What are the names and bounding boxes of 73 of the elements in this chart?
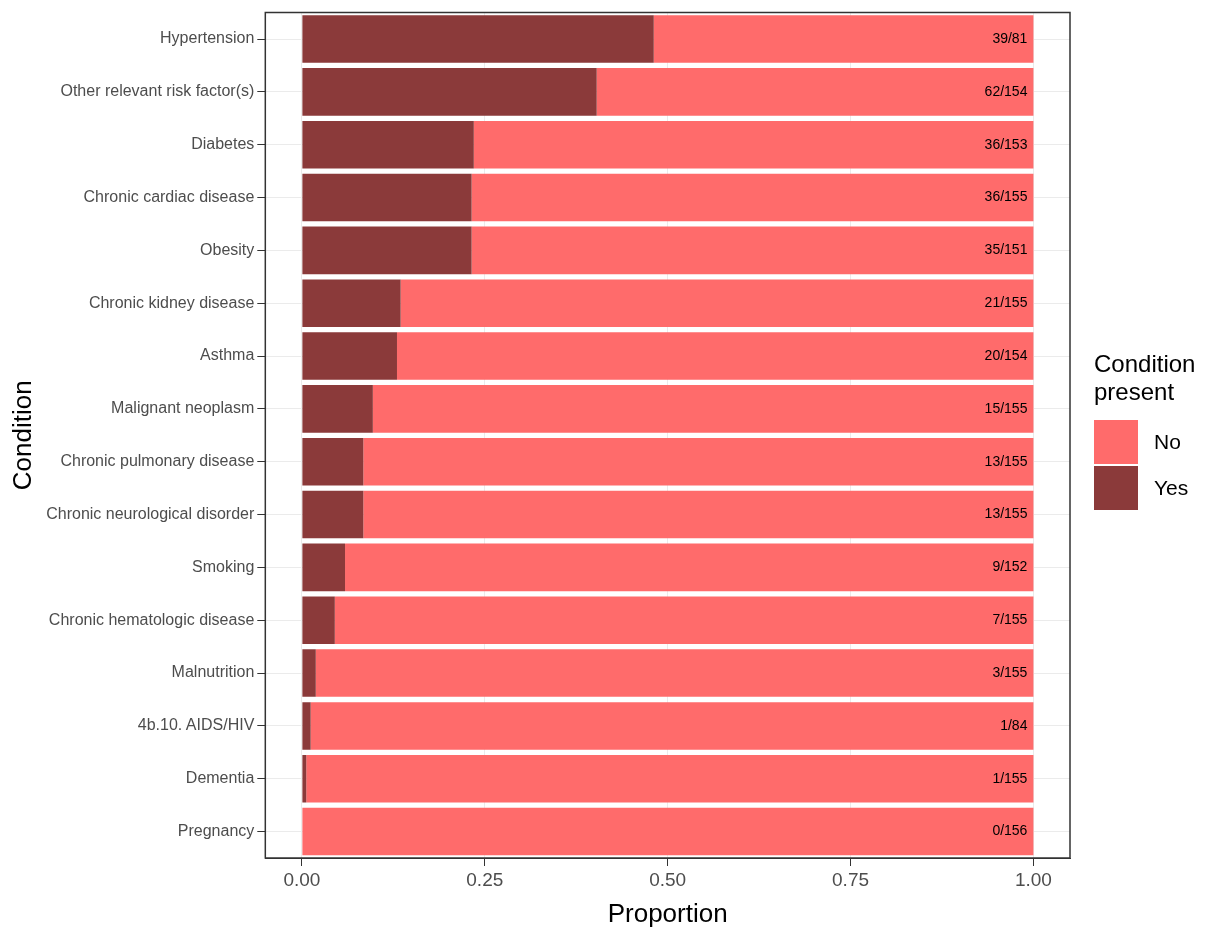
bar xyxy=(302,385,373,433)
data-label: 9/152 xyxy=(992,558,1028,575)
bar xyxy=(653,15,1034,63)
data-label: 7/155 xyxy=(992,611,1028,628)
x-tick-label: 0.25 xyxy=(466,868,504,890)
bar xyxy=(315,649,1034,697)
bar xyxy=(596,68,1034,116)
y-tick-label: Asthma xyxy=(200,346,255,364)
y-tick-label: Chronic kidney disease xyxy=(88,293,255,311)
bar xyxy=(372,385,1034,433)
bar xyxy=(302,120,474,169)
bar xyxy=(473,120,1034,169)
bar xyxy=(302,68,597,116)
y-tick-label: 4b.10. AIDS/HIV xyxy=(137,716,255,734)
bar xyxy=(302,490,364,539)
y-tick-label: Smoking xyxy=(192,557,255,575)
x-tick-label: 0.50 xyxy=(649,868,687,890)
y-tick-label: Malnutrition xyxy=(171,663,255,681)
data-label: 15/155 xyxy=(984,399,1028,416)
bar xyxy=(302,807,1034,856)
bar xyxy=(400,279,1034,327)
y-tick-label: Chronic hematologic disease xyxy=(48,610,255,628)
bar xyxy=(302,15,654,63)
y-tick-label: Pregnancy xyxy=(177,821,255,839)
y-tick-label: Chronic neurological disorder xyxy=(46,504,255,522)
y-tick-label: Chronic cardiac disease xyxy=(83,187,255,205)
y-tick-label: Chronic pulmonary disease xyxy=(60,452,255,470)
y-tick-label: Other relevant risk factor(s) xyxy=(60,82,255,100)
bar xyxy=(471,226,1034,275)
data-label: 3/155 xyxy=(992,663,1028,680)
x-tick-label: 0.75 xyxy=(832,868,870,890)
legend-label: No xyxy=(1154,430,1181,454)
bar xyxy=(345,543,1034,592)
bar xyxy=(363,490,1034,539)
data-label: 35/151 xyxy=(984,241,1028,258)
data-label: 0/156 xyxy=(992,822,1028,839)
bar xyxy=(471,173,1034,222)
bar xyxy=(302,173,472,222)
bar xyxy=(306,754,1034,803)
x-tick-label: 0.00 xyxy=(283,868,321,890)
data-label: 21/155 xyxy=(984,294,1028,311)
data-label: 13/155 xyxy=(984,505,1028,522)
bar xyxy=(363,437,1034,486)
y-tick-label: Hypertension xyxy=(160,29,255,47)
bar xyxy=(302,279,401,327)
data-label: 62/154 xyxy=(984,82,1028,99)
bar xyxy=(302,596,335,645)
data-label: 36/155 xyxy=(984,188,1028,205)
data-label: 39/81 xyxy=(992,29,1028,46)
bar xyxy=(302,332,397,380)
data-label: 13/155 xyxy=(984,452,1028,469)
y-tick-label: Malignant neoplasm xyxy=(111,399,255,417)
y-tick-label: Obesity xyxy=(200,240,255,258)
y-tick-label: Diabetes xyxy=(191,135,255,153)
bar xyxy=(302,226,472,275)
x-tick-label: 1.00 xyxy=(1014,868,1052,890)
data-label: 1/155 xyxy=(992,769,1028,786)
data-label: 1/84 xyxy=(1000,716,1028,733)
data-label: 36/153 xyxy=(984,135,1028,152)
bar xyxy=(396,332,1034,380)
bar xyxy=(302,437,364,486)
x-axis-title: Proportion xyxy=(607,897,728,928)
bar xyxy=(302,649,316,697)
legend-title: Condition present xyxy=(1094,350,1197,406)
bar xyxy=(310,702,1034,750)
bar xyxy=(334,596,1034,645)
data-label: 20/154 xyxy=(984,346,1028,363)
y-tick-label: Dementia xyxy=(185,769,255,787)
bar xyxy=(302,754,307,803)
y-axis-title: Condition xyxy=(6,380,37,491)
bar xyxy=(302,702,311,750)
bar xyxy=(302,543,346,592)
legend-label: Yes xyxy=(1154,476,1189,500)
